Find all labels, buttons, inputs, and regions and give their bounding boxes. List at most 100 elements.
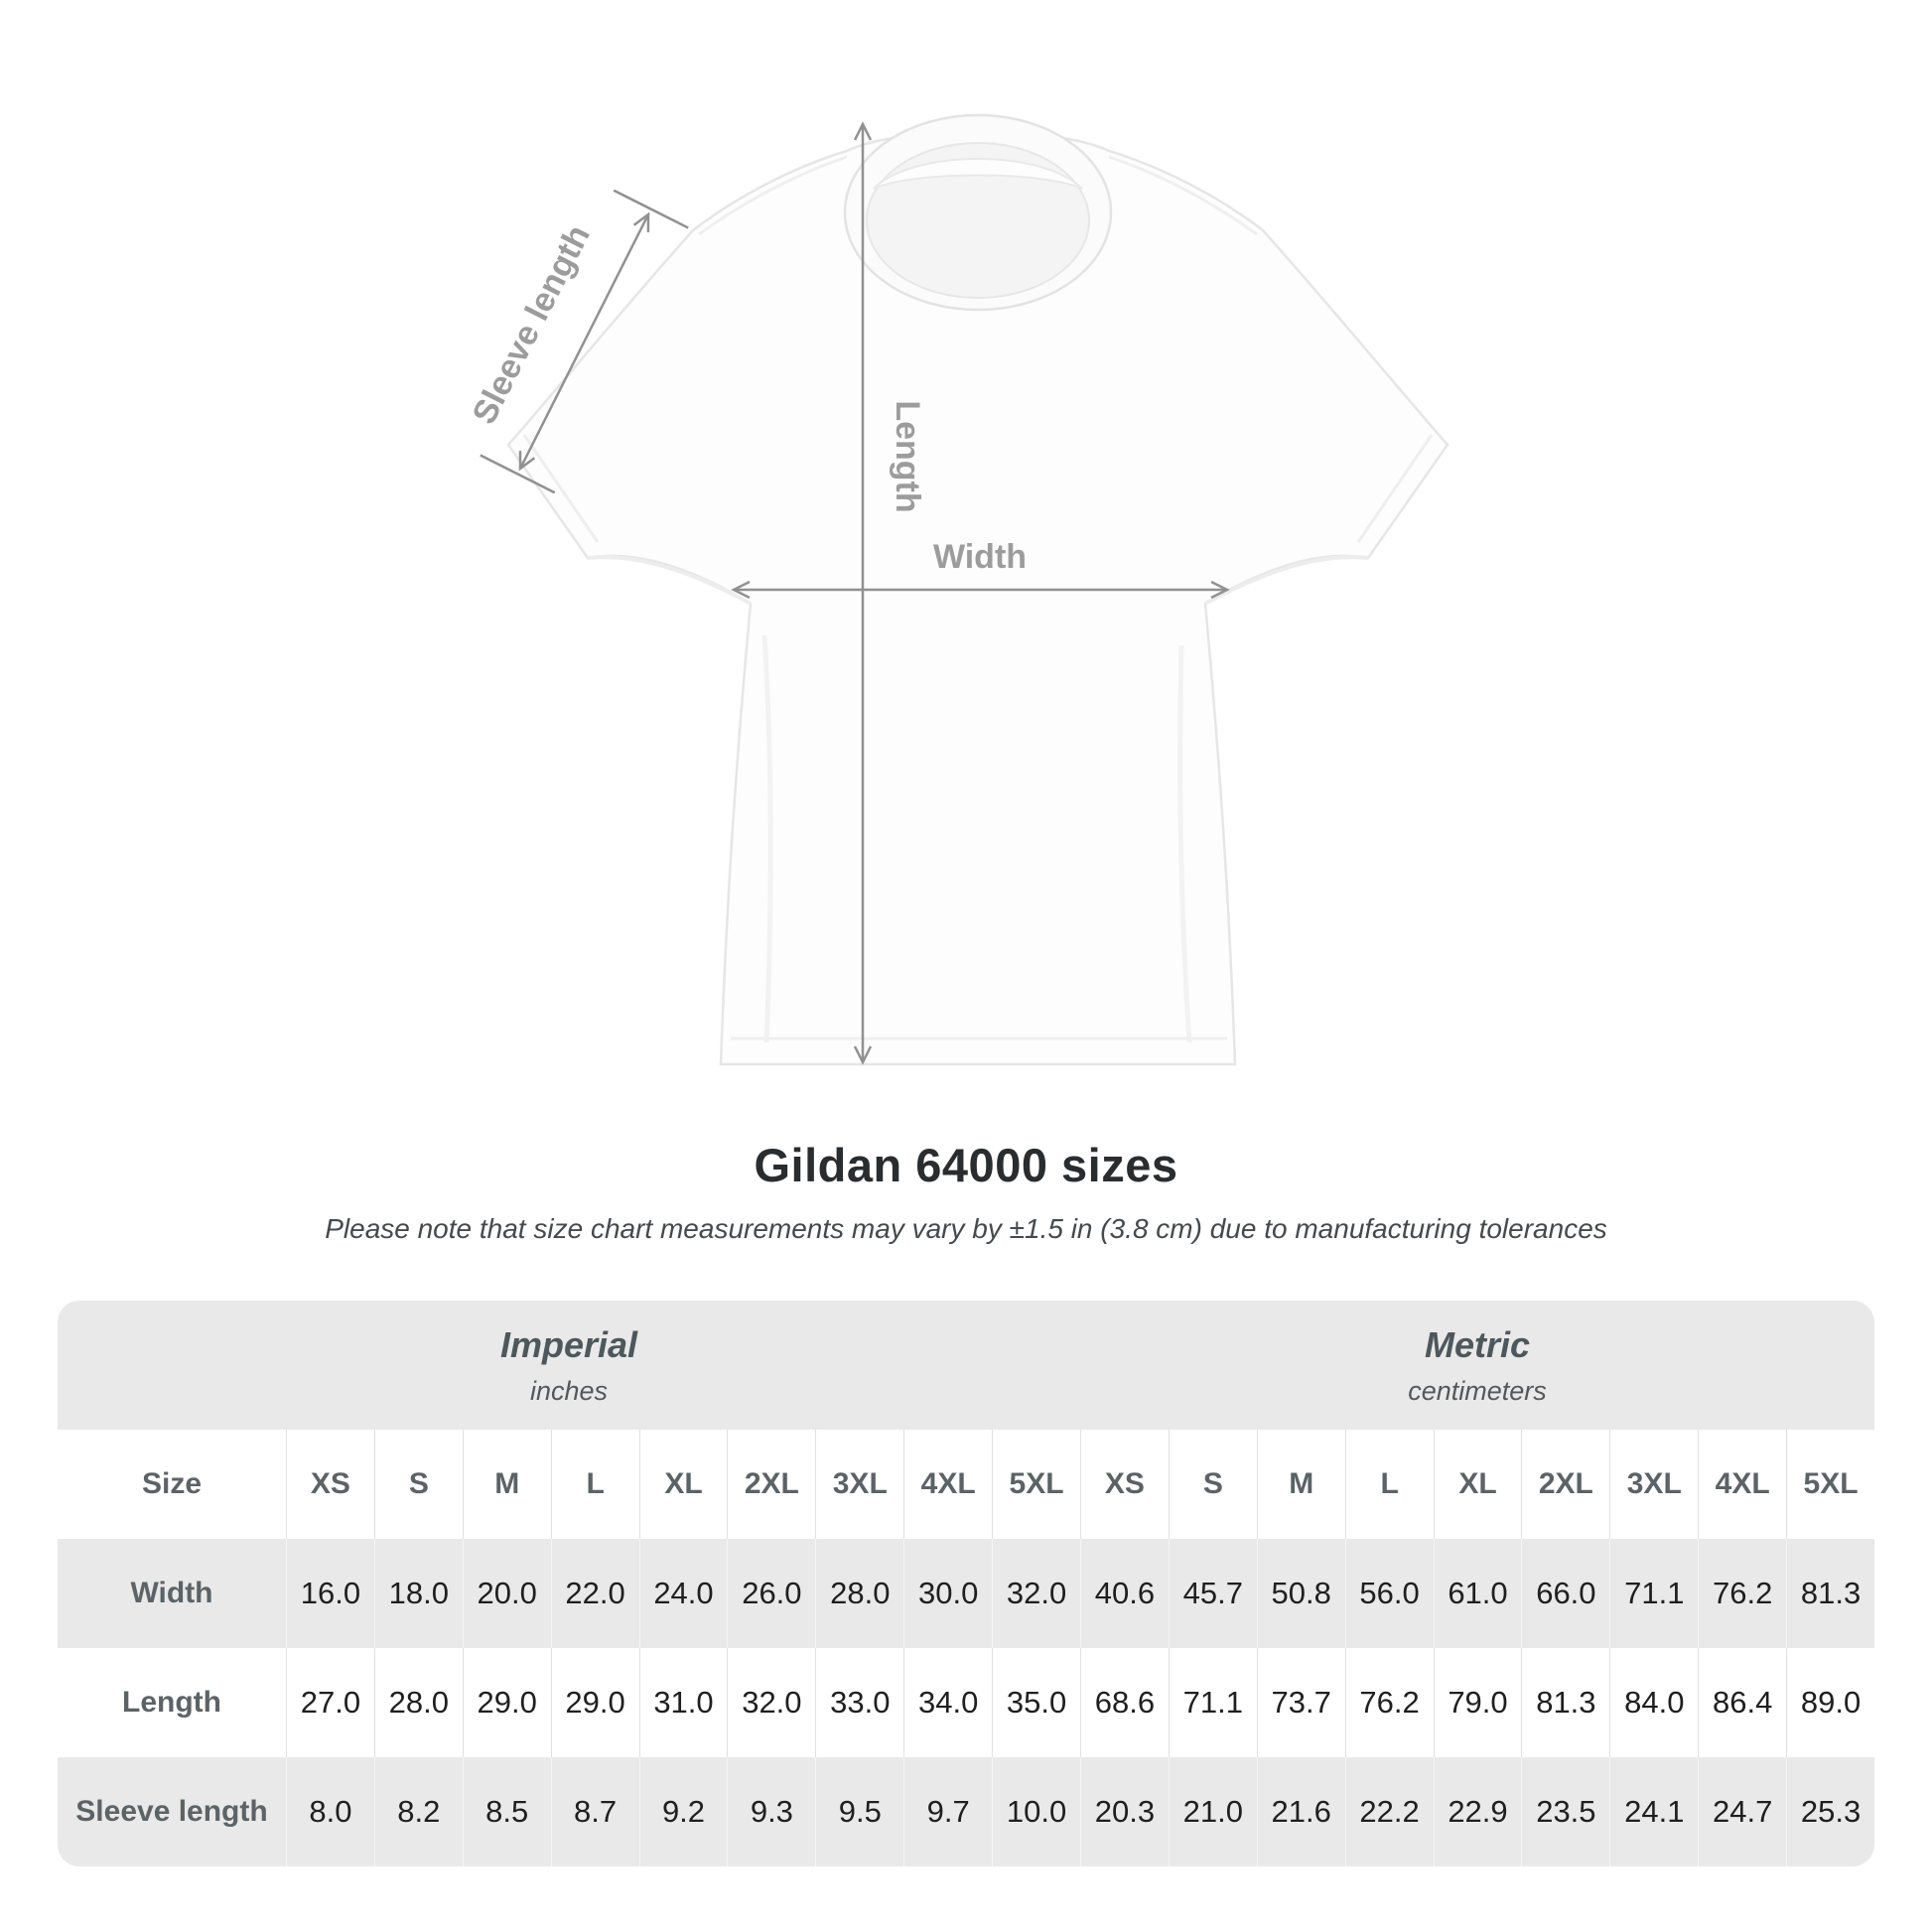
length-arrow bbox=[853, 121, 873, 1065]
size-header-2xl: 2XL bbox=[1521, 1430, 1610, 1539]
shoulder-seam-left bbox=[698, 155, 848, 236]
size-header-s: S bbox=[1168, 1430, 1257, 1539]
measurement-value: 22.9 bbox=[1433, 1757, 1522, 1866]
measurement-value: 21.0 bbox=[1168, 1757, 1257, 1866]
measurement-value: 33.0 bbox=[815, 1648, 904, 1757]
measurement-value: 35.0 bbox=[992, 1648, 1080, 1757]
size-header-5xl: 5XL bbox=[992, 1430, 1080, 1539]
measurement-value: 10.0 bbox=[992, 1757, 1080, 1866]
measurement-value: 20.3 bbox=[1079, 1757, 1169, 1866]
cuff-seam-right bbox=[1356, 434, 1434, 543]
measurement-value: 45.7 bbox=[1168, 1539, 1257, 1648]
size-header-m: M bbox=[462, 1430, 551, 1539]
measurement-value: 8.2 bbox=[373, 1757, 463, 1866]
measurement-value: 29.0 bbox=[462, 1648, 551, 1757]
measurement-value: 21.6 bbox=[1256, 1757, 1345, 1866]
measurement-value: 24.7 bbox=[1698, 1757, 1787, 1866]
measurement-value: 8.7 bbox=[550, 1757, 639, 1866]
measurement-value: 9.5 bbox=[815, 1757, 904, 1866]
measurement-value: 22.0 bbox=[550, 1539, 639, 1648]
unit-group-header-imperial: Imperial inches bbox=[58, 1301, 1080, 1430]
shoulder-seam-right bbox=[1108, 155, 1258, 236]
width-arrow bbox=[731, 580, 1230, 600]
tshirt-figure: Length Width Sleeve length bbox=[466, 113, 1449, 1066]
unit-group-label: Imperial bbox=[499, 1323, 638, 1365]
measurement-value: 34.0 bbox=[903, 1648, 993, 1757]
tshirt-illustration: Length Width Sleeve length bbox=[466, 113, 1449, 1066]
measurement-value: 81.3 bbox=[1786, 1539, 1874, 1648]
measurement-value: 29.0 bbox=[550, 1648, 639, 1757]
measurement-value: 20.0 bbox=[462, 1539, 551, 1648]
size-header-xl: XL bbox=[638, 1430, 728, 1539]
underarm-shade-right bbox=[1204, 555, 1369, 606]
underarm-shade-left bbox=[587, 555, 752, 606]
size-header-4xl: 4XL bbox=[1698, 1430, 1787, 1539]
length-label: Length bbox=[889, 400, 926, 512]
measurement-value: 32.0 bbox=[992, 1539, 1080, 1648]
measurement-value: 73.7 bbox=[1256, 1648, 1345, 1757]
measurement-value: 76.2 bbox=[1344, 1648, 1434, 1757]
measurement-value: 9.2 bbox=[638, 1757, 728, 1866]
measurement-value: 32.0 bbox=[727, 1648, 816, 1757]
measurement-value: 22.2 bbox=[1344, 1757, 1434, 1866]
measurement-value: 28.0 bbox=[373, 1648, 463, 1757]
tolerance-note: Please note that size chart measurements… bbox=[325, 1213, 1607, 1244]
unit-group-header-metric: Metric centimeters bbox=[1079, 1301, 1874, 1430]
measurement-value: 27.0 bbox=[286, 1648, 374, 1757]
measurement-value: 16.0 bbox=[286, 1539, 374, 1648]
measurement-value: 81.3 bbox=[1521, 1648, 1610, 1757]
wrinkle-line bbox=[761, 634, 773, 1043]
size-header-5xl: 5XL bbox=[1786, 1430, 1874, 1539]
unit-group-subtitle: inches bbox=[529, 1375, 609, 1406]
measurement-value: 86.4 bbox=[1698, 1648, 1787, 1757]
measurement-value: 18.0 bbox=[373, 1539, 463, 1648]
cuff-seam-left bbox=[522, 434, 600, 543]
size-header-4xl: 4XL bbox=[903, 1430, 993, 1539]
size-header-s: S bbox=[373, 1430, 463, 1539]
sleeve-length-arrow bbox=[480, 189, 689, 494]
measurement-value: 68.6 bbox=[1079, 1648, 1169, 1757]
measurement-value: 30.0 bbox=[903, 1539, 993, 1648]
measurement-value: 89.0 bbox=[1786, 1648, 1874, 1757]
collar-inner bbox=[866, 142, 1090, 299]
row-label-length: Length bbox=[58, 1648, 286, 1757]
measurement-value: 84.0 bbox=[1609, 1648, 1699, 1757]
size-header-3xl: 3XL bbox=[815, 1430, 904, 1539]
size-header-3xl: 3XL bbox=[1609, 1430, 1699, 1539]
measurement-value: 8.0 bbox=[286, 1757, 374, 1866]
measurement-value: 24.0 bbox=[638, 1539, 728, 1648]
tshirt-body bbox=[506, 130, 1449, 1066]
size-header-xs: XS bbox=[1079, 1430, 1169, 1539]
row-label-width: Width bbox=[58, 1539, 286, 1648]
width-label: Width bbox=[933, 538, 1027, 576]
measurement-value: 66.0 bbox=[1521, 1539, 1610, 1648]
measurement-value: 79.0 bbox=[1433, 1648, 1522, 1757]
measurement-value: 9.3 bbox=[727, 1757, 816, 1866]
row-label-sleeve-length: Sleeve length bbox=[58, 1757, 286, 1866]
unit-group-subtitle: centimeters bbox=[1408, 1375, 1547, 1406]
measurement-value: 56.0 bbox=[1344, 1539, 1434, 1648]
wrinkle-line bbox=[1177, 644, 1192, 1043]
measurement-value: 71.1 bbox=[1168, 1648, 1257, 1757]
measurement-value: 76.2 bbox=[1698, 1539, 1787, 1648]
size-header-l: L bbox=[550, 1430, 639, 1539]
measurement-value: 25.3 bbox=[1786, 1757, 1874, 1866]
measurement-value: 28.0 bbox=[815, 1539, 904, 1648]
size-header-xl: XL bbox=[1433, 1430, 1522, 1539]
size-table: Imperial inches Metric centimeters Size XS S M L… bbox=[58, 1301, 1874, 1866]
measurement-value: 8.5 bbox=[462, 1757, 551, 1866]
measurement-value: 9.7 bbox=[903, 1757, 993, 1866]
measurement-value: 26.0 bbox=[727, 1539, 816, 1648]
size-header-m: M bbox=[1256, 1430, 1345, 1539]
measurement-value: 23.5 bbox=[1521, 1757, 1610, 1866]
measurement-value: 40.6 bbox=[1079, 1539, 1169, 1648]
measurement-value: 71.1 bbox=[1609, 1539, 1699, 1648]
size-column-header: Size bbox=[58, 1430, 286, 1539]
size-header-xs: XS bbox=[286, 1430, 374, 1539]
collar-back bbox=[873, 158, 1083, 190]
measurement-value: 24.1 bbox=[1609, 1757, 1699, 1866]
measurement-value: 31.0 bbox=[638, 1648, 728, 1757]
page-title: Gildan 64000 sizes bbox=[754, 1139, 1178, 1191]
unit-group-label: Metric bbox=[1424, 1323, 1530, 1365]
